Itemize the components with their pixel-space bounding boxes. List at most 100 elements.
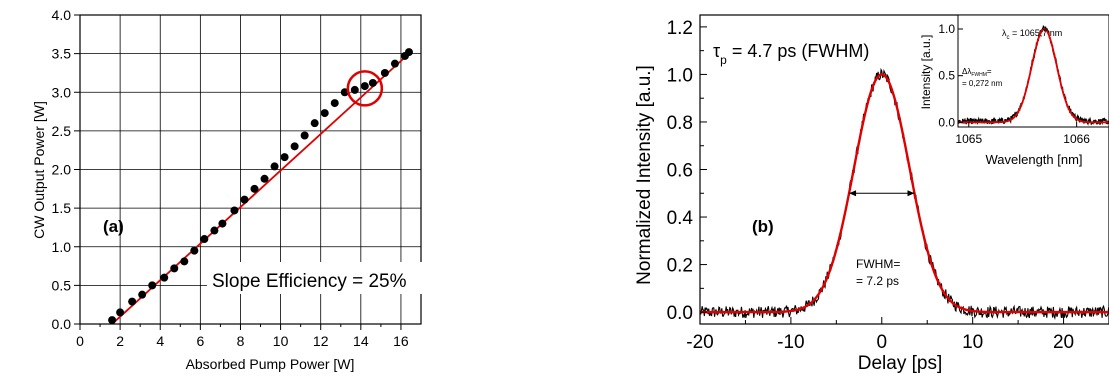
data-point [390,59,399,68]
x-axis-label-b: Delay [ps] [858,353,942,374]
data-points-a [108,48,413,325]
inset-x-label: Wavelength [nm] [985,152,1082,167]
ticks-b: -20 -10 0 10 20 0.0 0.2 0.4 0.6 0.8 1.0 1.2 [667,18,1109,353]
data-point [128,297,137,306]
y-tick-label-a: 1.0 [52,239,72,255]
data-point [270,162,279,171]
data-point [320,109,329,118]
data-point [280,153,289,162]
data-point [260,174,269,183]
data-point [148,281,157,290]
x-tick-label-a: 4 [156,333,164,349]
highlight-circle [346,70,384,107]
gaussian-fit-curve [700,73,1109,314]
x-tick-label-a: 10 [273,333,289,349]
inset-x-tick-label: 1066 [1063,132,1090,146]
data-point [290,142,299,151]
inset-y-tick-label: 0.0 [938,115,955,129]
y-tick-label-b: 1.0 [667,65,693,86]
plot-frame-b [699,14,1109,325]
inset-y-tick-label: 1.0 [938,22,955,36]
panel-label-b: (b) [752,217,774,236]
data-point [300,131,309,140]
data-point [138,290,147,299]
y-tick-label-b: 0.2 [667,256,693,277]
data-point [330,99,339,108]
data-point [116,308,125,317]
inset-dlambda-label: ΔλFWHM= [962,67,992,78]
data-point [230,206,239,215]
annotation-box [207,262,462,294]
y-tick-label-a: 3.0 [52,84,72,100]
fwhm-arrow [849,190,915,197]
fwhm-label-line2: = 7.2 ps [856,274,899,288]
data-point [310,119,319,128]
y-tick-label-a: 1.5 [52,200,72,216]
inset-background [958,15,1109,127]
inset-lambda-annotation: λc = 1065,7 nm [1002,28,1062,41]
x-tick-label-b: -10 [777,332,804,353]
panel-label-a: (a) [103,217,124,236]
y-axis-label-a: CW Output Power [W] [31,101,47,239]
inset-dlambda-value: = 0,272 nm [962,79,1003,88]
inset-x-tick-label: 1065 [955,132,982,146]
plot-frame-a [79,14,422,325]
data-trace-b [699,67,1109,321]
data-point [360,82,369,91]
data-point [200,235,209,244]
x-tick-label-a: 0 [76,333,84,349]
inset-y-label: Intensity [a.u.] [919,35,933,110]
inset-fit [958,28,1109,124]
highlight-ring [346,70,384,107]
x-tick-label-b: 0 [876,332,887,353]
x-tick-label-a: 16 [393,333,409,349]
ticks-a: 0 2 4 6 8 10 12 14 16 0.0 0.5 1.0 1.5 2.0 2.5 3.0 3.5 4.0 [52,7,409,349]
x-tick-label-a: 8 [237,333,245,349]
data-point [368,78,377,87]
y-tick-label-b: 0.4 [667,208,694,229]
data-point [170,264,179,273]
x-tick-label-a: 2 [116,333,124,349]
inset-ticks: 1065 1066 0.0 0.5 1.0 [938,22,1090,146]
inset-fit-curve [958,28,1109,124]
x-tick-label-a: 12 [313,333,329,349]
data-point [250,184,259,193]
y-tick-label-b: 1.2 [667,18,693,39]
y-tick-label-a: 0.0 [52,316,72,332]
x-tick-label-b: 20 [1053,332,1074,353]
x-tick-label-a: 6 [196,333,204,349]
x-tick-label-a: 14 [353,333,369,349]
inset-frame [957,14,1109,128]
data-point [218,219,227,228]
y-tick-label-a: 2.5 [52,123,72,139]
data-point [210,226,219,235]
inset-y-tick-label: 0.5 [938,69,955,83]
y-tick-label-b: 0.0 [667,303,693,324]
data-point [190,246,199,255]
data-point [108,316,117,325]
data-point [160,273,169,282]
slope-annotation: Slope Efficiency = 25% [212,271,407,292]
y-tick-label-b: 0.6 [667,161,693,182]
y-tick-label-a: 3.5 [52,46,72,62]
fwhm-arrowhead-right [907,190,915,197]
x-axis-label-a: Absorbed Pump Power [W] [186,356,355,372]
y-axis-label-b: Normalized Intensity [a.u.] [634,65,655,285]
y-tick-label-a: 0.5 [52,277,72,293]
y-tick-label-b: 0.8 [667,113,693,134]
inset-plot: 1065 1066 0.0 0.5 1.0 λc = 1065,7 nm ΔλFWHM=… [919,14,1109,167]
x-tick-label-b: 10 [962,332,983,353]
x-tick-label-b: -20 [686,332,713,353]
data-point [350,85,359,94]
y-tick-label-a: 2.0 [52,162,72,178]
data-point [404,48,413,57]
panel-b: -20 -10 0 10 20 0.0 0.2 0.4 0.6 0.8 1.0 1.2 τp = 4.… [634,14,1109,374]
data-point [180,257,189,266]
panel-a: 0 2 4 6 8 10 12 14 16 0.0 0.5 1.0 1.5 2.0 2.5 3.0 3.5 4.0… [31,7,462,372]
fwhm-label-line1: FWHM= [856,257,900,271]
data-point [380,68,389,77]
tau-annotation: τp = 4.7 ps (FWHM) [713,41,869,67]
fwhm-arrowhead-left [849,190,857,197]
data-point [240,195,249,204]
